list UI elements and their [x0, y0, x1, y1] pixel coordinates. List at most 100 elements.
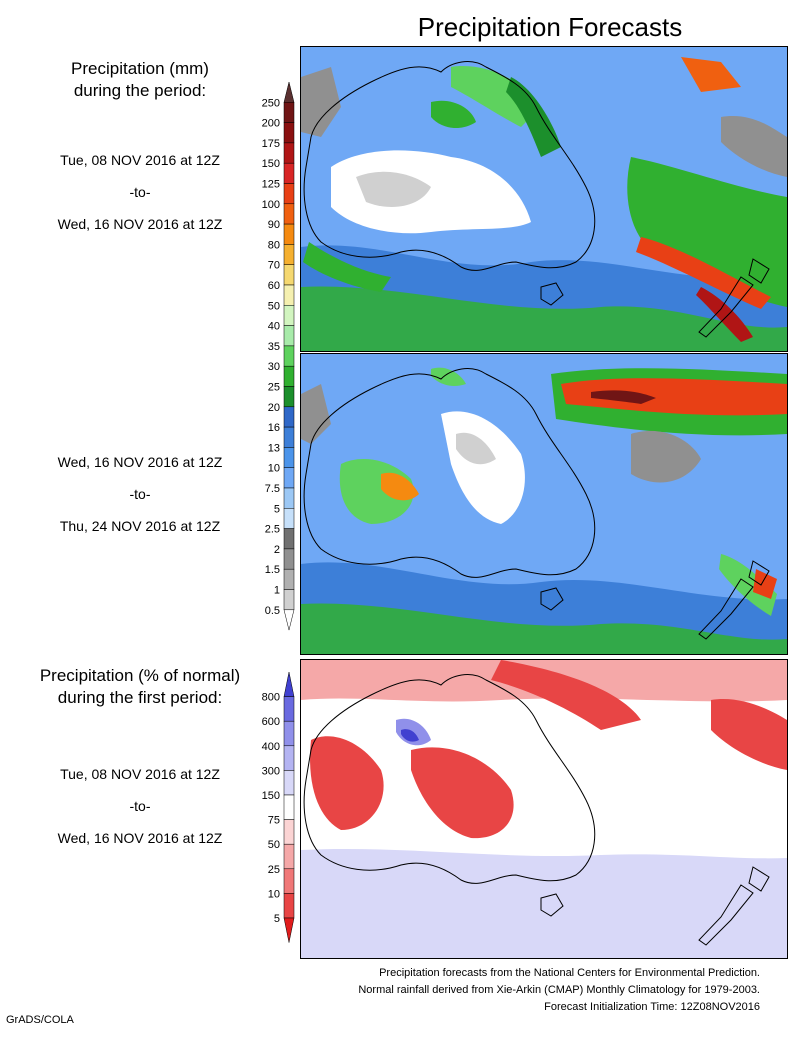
mm-legend-tick-label: 200: [262, 118, 280, 130]
mm-legend-tick-label: 25: [268, 382, 280, 394]
pct-legend-swatch: [283, 868, 295, 894]
period-2-text: Wed, 16 NOV 2016 at 12Z -to- Thu, 24 NOV…: [40, 446, 240, 542]
mm-legend-swatch: [283, 426, 295, 448]
mm-legend-swatch: [283, 528, 295, 550]
mm-legend-swatch: [283, 406, 295, 428]
mm-legend-swatch: [283, 223, 295, 245]
map-panel-percent-normal: [300, 659, 788, 959]
mm-legend-tick-label: 90: [268, 219, 280, 231]
pct-legend-swatch: [283, 893, 295, 919]
mm-legend-swatch: [283, 122, 295, 144]
mm-legend-swatch: [283, 284, 295, 306]
page-title: Precipitation Forecasts: [417, 12, 683, 42]
mm-legend-tick-label: 16: [268, 422, 280, 434]
mm-legend-tick-label: 80: [268, 239, 280, 251]
pct-legend-swatch: [283, 917, 295, 943]
period-1-text: Tue, 08 NOV 2016 at 12Z -to- Wed, 16 NOV…: [40, 144, 240, 240]
pct-legend-tick-label: 600: [262, 716, 280, 728]
mm-legend-swatch: [283, 568, 295, 590]
mm-legend-swatch: [283, 609, 295, 631]
map-2-graphic: [301, 354, 787, 654]
period-2-end: Thu, 24 NOV 2016 at 12Z: [59, 518, 221, 534]
mm-legend-swatch: [283, 203, 295, 225]
pct-legend-swatch: [283, 843, 295, 870]
mm-legend-tick-label: 0.5: [265, 605, 280, 617]
map-panel-period-2: [300, 353, 788, 655]
mm-legend-swatch: [283, 447, 295, 468]
mm-legend-tick-label: 250: [262, 97, 280, 109]
mm-legend-swatch: [283, 162, 295, 184]
period-1-sep: -to-: [129, 184, 151, 200]
mm-legend-swatch: [283, 264, 295, 286]
pct-legend-tick-label: 50: [268, 839, 280, 851]
pct-legend-swatch: [283, 745, 295, 771]
mm-legend-tick-label: 30: [268, 361, 280, 373]
mm-legend-swatch: [283, 82, 295, 103]
mm-legend-tick-label: 100: [262, 199, 280, 211]
map-3-graphic: [301, 660, 787, 958]
mm-legend-swatch: [283, 102, 295, 123]
pct-legend-swatch: [283, 819, 295, 845]
mm-legend-tick-label: 10: [268, 463, 280, 475]
mm-legend-tick-label: 175: [262, 138, 280, 150]
mm-legend-title-line-2: during the period:: [73, 81, 207, 100]
grads-credit: GrADS/COLA: [6, 1014, 74, 1026]
pct-legend-tick-label: 300: [262, 765, 280, 777]
pct-colorbar: 800 600 400 300 150 75 50 25 10 5: [262, 672, 295, 943]
mm-legend-swatch: [283, 244, 295, 265]
mm-legend-swatch: [283, 548, 295, 570]
footer-line-3: Forecast Initialization Time: 12Z08NOV20…: [544, 1001, 760, 1013]
pct-legend-tick-label: 10: [268, 888, 280, 900]
footer-line-2: Normal rainfall derived from Xie-Arkin (…: [358, 984, 760, 996]
period-1-start: Tue, 08 NOV 2016 at 12Z: [60, 152, 220, 168]
mm-legend-tick-label: 5: [274, 503, 280, 515]
mm-legend-swatch: [283, 589, 295, 611]
map-1-graphic: [301, 47, 787, 351]
mm-legend-tick-label: 20: [268, 402, 280, 414]
pct-legend-swatch: [283, 696, 295, 722]
mm-legend-tick-label: 70: [268, 260, 280, 272]
period-3-text: Tue, 08 NOV 2016 at 12Z -to- Wed, 16 NOV…: [40, 758, 240, 854]
pct-legend-swatch: [283, 720, 295, 747]
mm-legend-swatch: [283, 345, 295, 367]
mm-legend-tick-label: 125: [262, 179, 280, 191]
mm-legend-title-line-1: Precipitation (mm): [71, 59, 209, 78]
pct-legend-title-line-2: during the first period:: [57, 688, 223, 707]
pct-legend-title: Precipitation (% of normal) during the f…: [30, 665, 250, 709]
period-2-sep: -to-: [129, 486, 151, 502]
mm-legend-tick-label: 60: [268, 280, 280, 292]
mm-legend-swatch: [283, 365, 295, 387]
pct-legend-tick-label: 400: [262, 741, 280, 753]
period-2-start: Wed, 16 NOV 2016 at 12Z: [57, 454, 223, 470]
mm-legend-swatch: [283, 325, 295, 347]
mm-legend-swatch: [283, 508, 295, 529]
pct-legend-tick-label: 800: [262, 692, 280, 704]
period-1-end: Wed, 16 NOV 2016 at 12Z: [57, 216, 223, 232]
mm-legend-tick-label: 150: [262, 158, 280, 170]
mm-legend-title: Precipitation (mm) during the period:: [40, 58, 240, 102]
pct-legend-title-line-1: Precipitation (% of normal): [39, 666, 241, 685]
mm-legend-tick-label: 35: [268, 341, 280, 353]
mm-legend-swatch: [283, 386, 295, 408]
map-panel-period-1: [300, 46, 788, 352]
period-3-start: Tue, 08 NOV 2016 at 12Z: [60, 766, 220, 782]
mm-legend-swatch: [283, 183, 295, 205]
mm-legend-tick-label: 7.5: [265, 483, 280, 495]
mm-legend-swatch: [283, 487, 295, 509]
footer-line-1: Precipitation forecasts from the Nationa…: [379, 967, 760, 979]
mm-legend-tick-label: 2: [274, 544, 280, 556]
period-3-end: Wed, 16 NOV 2016 at 12Z: [57, 830, 223, 846]
mm-legend-swatch: [283, 467, 295, 489]
mm-legend-tick-label: 40: [268, 321, 280, 333]
mm-legend-tick-label: 13: [268, 442, 280, 454]
mm-legend-tick-label: 1.5: [265, 564, 280, 576]
pct-legend-swatch: [283, 794, 295, 820]
period-3-sep: -to-: [129, 798, 151, 814]
pct-legend-tick-label: 25: [268, 864, 280, 876]
pct-legend-tick-label: 5: [274, 913, 280, 925]
footer-notes: Precipitation forecasts from the Nationa…: [358, 965, 760, 1016]
pct-legend-swatch: [283, 672, 295, 697]
mm-legend-tick-label: 50: [268, 300, 280, 312]
mm-legend-tick-label: 1: [274, 585, 280, 597]
mm-legend-swatch: [283, 305, 295, 326]
